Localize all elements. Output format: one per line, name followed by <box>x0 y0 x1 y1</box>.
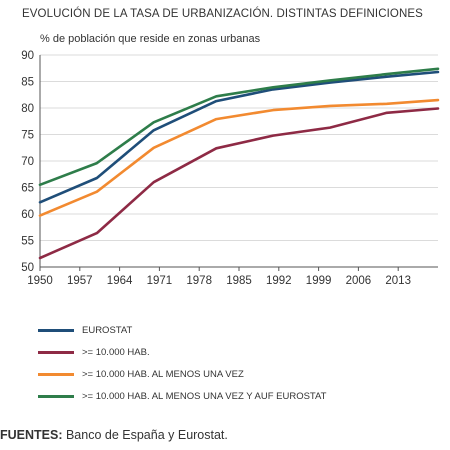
y-tick-label: 85 <box>21 77 34 89</box>
x-tick-label: 1971 <box>147 275 173 287</box>
source-text: Banco de España y Eurostat. <box>62 428 228 442</box>
series-line <box>38 70 440 204</box>
x-tick-label: 1957 <box>67 275 93 287</box>
legend-swatch <box>38 395 74 398</box>
legend-label: >= 10.000 HAB. <box>82 347 150 358</box>
x-tick-label: 1964 <box>107 275 133 287</box>
y-tick-label: 60 <box>21 209 34 221</box>
x-tick-label: 1978 <box>186 275 212 287</box>
y-tick-label: 70 <box>21 156 34 168</box>
legend-label: >= 10.000 HAB. AL MENOS UNA VEZ <box>82 369 244 380</box>
legend-label: >= 10.000 HAB. AL MENOS UNA VEZ Y AUF EU… <box>82 391 327 402</box>
chart-legend: EUROSTAT >= 10.000 HAB. >= 10.000 HAB. AL … <box>38 322 326 410</box>
chart-title: EVOLUCIÓN DE LA TASA DE URBANIZACIÓN. DI… <box>22 8 423 20</box>
legend-item: >= 10.000 HAB. AL MENOS UNA VEZ <box>38 366 326 383</box>
source-note: FUENTES: Banco de España y Eurostat. <box>0 428 228 442</box>
x-tick-label: 1950 <box>27 275 53 287</box>
series-line <box>38 107 440 260</box>
y-tick-label: 80 <box>21 103 34 115</box>
y-tick-label: 75 <box>21 130 34 142</box>
x-tick-label: 1985 <box>226 275 252 287</box>
legend-item: >= 10.000 HAB. <box>38 344 326 361</box>
legend-swatch <box>38 373 74 376</box>
series-line <box>38 67 440 187</box>
legend-swatch <box>38 351 74 354</box>
x-tick-label: 1999 <box>306 275 332 287</box>
y-tick-label: 55 <box>21 236 34 248</box>
series-line <box>38 98 440 217</box>
y-tick-label: 50 <box>21 262 34 274</box>
legend-label: EUROSTAT <box>82 325 133 336</box>
y-axis-label: % de población que reside en zonas urban… <box>40 33 261 45</box>
line-chart: 50 55 60 65 70 75 80 85 90 1950 1957 1964 1971 1978 19… <box>21 50 440 287</box>
legend-item: EUROSTAT <box>38 322 326 339</box>
x-tick-label: 1992 <box>266 275 292 287</box>
y-tick-label: 65 <box>21 183 34 195</box>
y-tick-label: 90 <box>21 50 34 62</box>
x-tick-label: 2013 <box>385 275 411 287</box>
x-tick-label: 2006 <box>346 275 372 287</box>
legend-item: >= 10.000 HAB. AL MENOS UNA VEZ Y AUF EU… <box>38 388 326 405</box>
legend-swatch <box>38 329 74 332</box>
source-label: FUENTES: <box>0 428 63 442</box>
